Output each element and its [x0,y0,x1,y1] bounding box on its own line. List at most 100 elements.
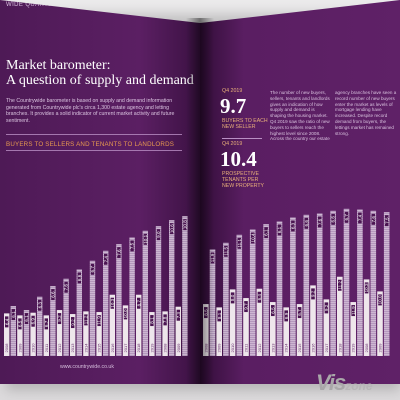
bar-tenants [263,224,269,356]
bar-buyers [175,306,181,356]
divider-rule [6,150,182,151]
bar-value-label: 7.6 [317,218,322,225]
headline-line-2: A question of supply and demand [6,73,194,88]
value-label-bg [210,252,215,264]
value-label-bg [137,297,141,309]
bar-buyers [149,312,155,356]
bar-buyers [350,302,356,356]
bar-tenants [249,229,256,356]
value-label-bg [18,318,22,330]
value-label-bg [344,211,349,223]
bar-tenants [142,230,148,356]
watermark-text-1: Vis [316,370,346,395]
bar-value-label: 10.3 [364,283,369,292]
bar-buyers [270,302,276,356]
bar-value-label: 11.2 [84,315,89,324]
body-column-2: agency branches have seen a record numbe… [335,90,397,136]
value-label-bg [90,263,95,275]
bar-year-label: 2012 [257,343,262,353]
bar-buyers [243,298,249,356]
bar-year-label: 2016 [110,343,115,353]
bar-year-label: 2009 [378,343,383,353]
value-label-bg [237,237,242,249]
bar-buyers [203,304,209,356]
bar-year-label: 2011 [44,343,49,352]
value-label-bg [176,309,180,321]
bar-tenants [116,244,122,356]
bar-year-label: 2018 [136,343,141,353]
bar-value-label: 6.6 [304,220,309,227]
value-label-bg [317,216,322,228]
stat-value-2: 10.4 [220,147,257,171]
bar-value-label: 8.1 [150,317,155,324]
bar-tenants [76,269,82,356]
value-label-bg [250,232,255,244]
bar-value-label: 10.0 [378,295,383,304]
bar-value-label: 11.9 [97,316,102,325]
bar-year-label: 2010 [31,343,36,353]
bar-value-label: 9.2 [70,319,75,326]
stat-value-1: 9.7 [220,94,247,118]
bar-value-label: 6.6 [331,216,336,223]
value-label-bg [170,223,174,235]
bar-tenants [155,226,162,356]
stat-caption-2: PROSPECTIVE TENANTS PER NEW PROPERTY [222,171,264,190]
bar-buyers [162,311,168,356]
divider-rule [6,134,182,135]
bar-tenants [236,234,243,356]
bar-value-label: 8.0 [230,294,235,301]
value-label-bg [384,215,389,227]
bar-year-label: 2015 [97,343,102,353]
bar-year-label: 2008 [203,343,208,353]
bar-value-label: 11.9 [210,253,215,262]
bar-tenants [303,214,310,356]
bar-buyers [122,305,129,356]
stat-period-1: Q4 2019 [222,88,243,94]
bar-value-label: 6.5 [18,320,23,327]
bar-tenants [129,237,135,356]
bar-tenants [276,221,283,356]
bar-value-label: 6.3 [37,302,42,309]
bar-year-label: 2009 [17,343,22,353]
bar-buyers [83,311,89,356]
value-label-bg [244,301,248,313]
bar-year-label: 2017 [324,343,329,353]
bar-tenants [316,213,323,356]
bar-year-label: 2009 [217,343,222,353]
bar-value-label: 9.7 [244,303,249,310]
value-label-bg [204,307,208,319]
watermark-logo: Viszone [316,370,373,396]
bar-year-label: 2008 [4,343,9,353]
value-label-bg [117,247,121,259]
bar-buyers [4,313,10,356]
bar-value-label: 11.9 [351,306,356,315]
stat-period-2: Q4 2019 [222,141,243,147]
value-label-bg [130,240,134,252]
bar-tenants [370,210,377,356]
bar-value-label: 6.4 [257,294,262,301]
bar-year-label: 2019 [351,343,356,353]
value-label-bg [217,310,221,322]
bar-buyers [296,304,303,356]
bar-value-label: 6.4 [4,318,9,325]
value-label-bg [338,279,342,291]
bar-year-label: 2017 [123,343,128,353]
bar-value-label: 11.5 [224,247,229,256]
bar-value-label: 6.1 [264,229,269,236]
bar-value-label: 6.3 [291,222,296,229]
value-label-bg [351,305,355,317]
value-label-bg [64,281,68,293]
value-label-bg [44,318,48,330]
intro-paragraph: The Countrywide barometer is based on su… [6,98,175,124]
bar-value-label: 6.1 [11,311,16,318]
value-label-bg [284,310,288,322]
bar-year-label: 2015 [297,343,302,353]
bar-value-label: 10.0 [123,309,128,318]
value-label-bg [163,314,167,326]
bar-tenants [343,208,350,356]
value-label-bg [110,297,114,309]
bar-buyers [216,307,222,356]
bar-value-label: 7.5 [384,217,389,224]
bar-year-label: 2014 [284,343,289,353]
